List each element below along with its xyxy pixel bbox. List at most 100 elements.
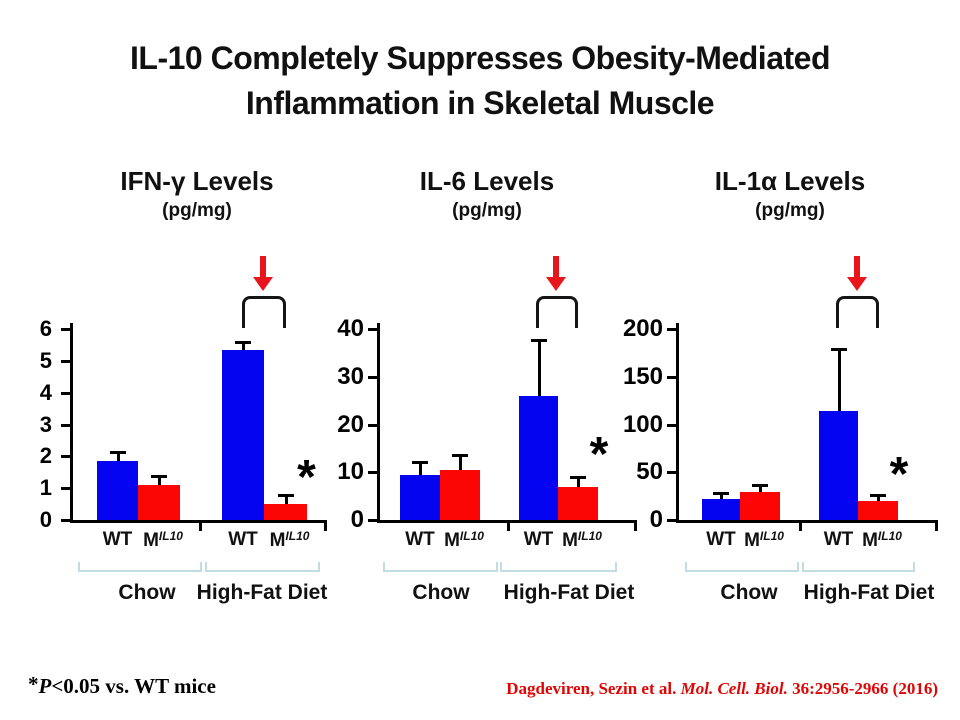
group-bracket (383, 562, 498, 572)
error-bar-line (837, 350, 841, 412)
x-axis (377, 520, 637, 523)
bar-mil10-chow (740, 492, 780, 520)
y-tick (61, 455, 73, 459)
significance-asterisk: * (297, 451, 316, 504)
comparison-bracket (242, 296, 286, 328)
y-tick (667, 328, 679, 331)
error-bar-cap (570, 475, 586, 479)
x-axis (676, 520, 938, 523)
x-category-label: WT (706, 529, 736, 550)
y-tick-label: 40 (337, 315, 364, 342)
footnote-text: <0.05 vs. WT mice (51, 674, 216, 698)
y-tick-label: 10 (337, 458, 364, 486)
x-category-label-superscript: IL10 (285, 529, 310, 543)
y-tick-label: 30 (337, 362, 364, 390)
footnote-p-value: P (38, 674, 52, 698)
group-label: High-Fat Diet (196, 581, 328, 604)
down-arrow-icon (553, 256, 559, 277)
group-label: High-Fat Diet (503, 581, 635, 604)
error-bar-cap (452, 453, 468, 457)
error-bar-line (158, 477, 161, 485)
y-tick-label: 0 (350, 506, 364, 533)
y-tick-label: 50 (636, 458, 663, 486)
y-tick-label: 5 (39, 347, 52, 373)
y-tick-label: 1 (39, 475, 52, 501)
error-bar-line (877, 496, 880, 501)
y-tick-label: 0 (649, 506, 663, 533)
y-axis (70, 323, 73, 523)
y-tick-label: 6 (39, 316, 52, 341)
error-bar-cap (713, 492, 729, 496)
y-tick-label: 20 (337, 410, 364, 438)
bar-mil10-chow (138, 484, 180, 520)
bar-mil10-hfd (558, 486, 598, 520)
group-bracket (78, 562, 202, 572)
chart-title: IFN-γ Levels (120, 166, 274, 196)
chart-title: IL-6 Levels (419, 166, 555, 196)
bar-wt-chow (702, 498, 740, 520)
y-tick (61, 487, 73, 491)
x-category-label: WT (405, 529, 435, 550)
x-category-label: WT (102, 529, 133, 550)
chart-title: IL-1α Levels (714, 166, 866, 196)
error-bar-line (720, 494, 723, 499)
y-tick-label: 4 (39, 379, 52, 405)
group-bracket (685, 562, 799, 572)
error-bar-line (537, 340, 541, 396)
group-bracket (205, 562, 320, 572)
error-bar-line (459, 455, 462, 470)
down-arrow-head-icon (253, 277, 273, 291)
y-tick (667, 375, 679, 379)
x-category-label: MIL10 (744, 529, 784, 551)
x-category-label: WT (823, 529, 854, 550)
significance-footnote: *P<0.05 vs. WT mice (28, 672, 216, 699)
chart-units: (pg/mg) (755, 200, 825, 221)
error-bar-cap (752, 483, 768, 487)
error-bar-cap (530, 338, 547, 342)
y-tick-label: 3 (39, 411, 52, 437)
x-category-label: MIL10 (143, 529, 183, 551)
citation-authors: Dagdeviren, Sezin et al. (506, 679, 681, 698)
y-axis (676, 323, 679, 523)
y-tick-label: 2 (39, 443, 52, 469)
down-arrow-head-icon (546, 277, 566, 291)
slide-title: IL-10 Completely Suppresses Obesity-Medi… (0, 36, 960, 126)
y-tick (61, 423, 73, 427)
group-bracket (802, 562, 915, 572)
bar-wt-chow (97, 461, 138, 520)
error-bar-cap (151, 475, 167, 479)
significance-asterisk: * (589, 428, 609, 481)
x-category-label-superscript: IL10 (759, 529, 784, 543)
y-axis (377, 323, 380, 523)
x-category-label: WT (523, 529, 554, 550)
x-category-label: MIL10 (444, 529, 484, 551)
error-bar-cap (830, 348, 847, 351)
x-category-label-superscript: IL10 (577, 529, 602, 543)
error-bar-cap (277, 494, 294, 498)
comparison-bracket (836, 296, 879, 328)
y-tick (61, 328, 73, 331)
bar-wt-chow (400, 474, 440, 520)
y-tick (667, 519, 679, 522)
error-bar-line (116, 453, 120, 462)
error-bar-line (577, 477, 580, 487)
footnote-asterisk: * (28, 672, 39, 696)
group-bracket (500, 562, 617, 572)
y-tick (61, 391, 73, 395)
error-bar-line (759, 485, 762, 493)
y-tick (368, 328, 380, 331)
x-axis-tick (935, 523, 938, 531)
x-category-label: MIL10 (562, 529, 602, 551)
significance-asterisk: * (889, 448, 909, 501)
bar-mil10-chow (440, 469, 480, 520)
y-tick (368, 423, 380, 427)
error-bar-line (242, 343, 245, 350)
down-arrow-head-icon (847, 277, 867, 291)
slide-title-line1: IL-10 Completely Suppresses Obesity-Medi… (130, 40, 830, 76)
error-bar-cap (412, 460, 428, 464)
y-tick (667, 423, 679, 427)
y-tick (368, 519, 380, 522)
down-arrow-icon (854, 256, 860, 277)
x-axis (70, 520, 327, 523)
